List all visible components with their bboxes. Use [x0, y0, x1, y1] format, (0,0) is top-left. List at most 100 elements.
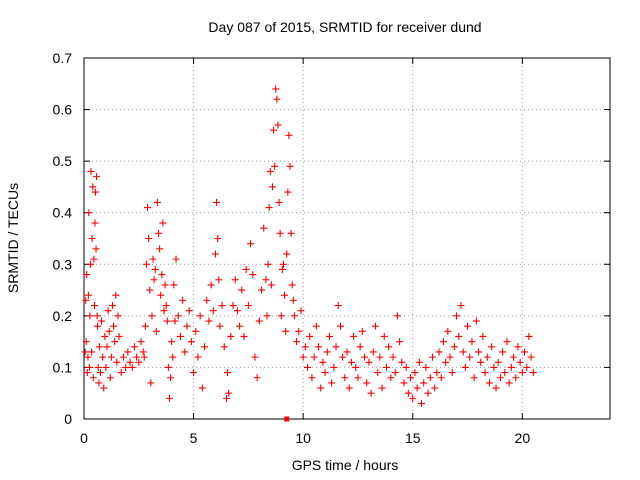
data-point — [155, 229, 163, 237]
data-point — [514, 343, 522, 351]
data-point — [192, 327, 200, 335]
data-point — [224, 369, 232, 377]
data-point — [376, 353, 384, 361]
data-point — [251, 353, 259, 361]
data-point — [435, 348, 443, 356]
data-point — [442, 358, 450, 366]
data-point — [274, 121, 282, 129]
data-point — [352, 363, 360, 371]
data-point — [433, 369, 441, 377]
data-point — [216, 322, 224, 330]
data-point — [490, 363, 498, 371]
data-point — [165, 394, 173, 402]
data-point — [106, 374, 114, 382]
data-point — [258, 286, 266, 294]
data-point — [455, 332, 463, 340]
data-point — [141, 322, 149, 330]
data-point — [140, 353, 148, 361]
data-point — [431, 384, 439, 392]
data-point — [266, 167, 274, 175]
y-tick-label: 0.6 — [53, 102, 73, 118]
data-point — [323, 348, 331, 356]
y-tick-label: 0 — [64, 411, 72, 427]
data-point — [450, 343, 458, 351]
data-point — [330, 363, 338, 371]
data-point — [133, 353, 141, 361]
data-point — [149, 255, 157, 263]
data-point — [103, 343, 111, 351]
data-point — [187, 338, 195, 346]
data-point — [479, 332, 487, 340]
data-point — [356, 343, 364, 351]
data-point — [95, 379, 103, 387]
data-point — [400, 379, 408, 387]
data-point — [284, 188, 292, 196]
data-point — [529, 369, 537, 377]
data-point — [464, 322, 472, 330]
data-point — [267, 281, 275, 289]
y-tick-label: 0.5 — [53, 153, 73, 169]
data-point — [308, 374, 316, 382]
data-point — [207, 281, 215, 289]
data-point — [222, 394, 230, 402]
data-point — [99, 353, 107, 361]
data-point — [501, 369, 509, 377]
data-point — [315, 343, 323, 351]
data-point — [153, 198, 161, 206]
data-point — [453, 312, 461, 320]
data-point — [295, 327, 303, 335]
data-point — [135, 358, 143, 366]
data-point — [84, 353, 92, 361]
data-point — [231, 276, 239, 284]
data-point — [244, 302, 252, 310]
data-point — [137, 338, 145, 346]
data-point — [339, 353, 347, 361]
data-point — [81, 348, 89, 356]
data-point — [428, 353, 436, 361]
data-point — [347, 358, 355, 366]
data-point — [203, 296, 211, 304]
data-point — [94, 363, 102, 371]
data-point — [198, 384, 206, 392]
data-point — [398, 358, 406, 366]
data-point — [83, 369, 91, 377]
data-point — [111, 338, 119, 346]
data-point — [503, 338, 511, 346]
data-point — [105, 327, 113, 335]
data-point — [168, 338, 176, 346]
data-point — [253, 374, 261, 382]
x-tick-label: 20 — [515, 430, 531, 446]
chart-title: Day 087 of 2015, SRMTID for receiver dun… — [208, 19, 481, 35]
data-point — [262, 276, 270, 284]
data-point — [229, 302, 237, 310]
data-point — [249, 271, 257, 279]
data-point — [278, 265, 286, 273]
data-point — [496, 374, 504, 382]
data-point — [167, 374, 175, 382]
data-point — [88, 235, 96, 242]
data-point — [271, 162, 279, 170]
data-point — [512, 374, 520, 382]
data-point — [281, 291, 289, 299]
data-point — [161, 281, 169, 289]
data-point — [95, 343, 103, 351]
data-point — [114, 312, 122, 320]
data-point — [190, 369, 198, 377]
data-point — [282, 327, 290, 335]
data-point — [297, 307, 305, 315]
data-point — [371, 322, 379, 330]
data-point — [444, 327, 452, 335]
data-point — [220, 343, 228, 351]
data-point — [117, 369, 125, 377]
data-point — [88, 348, 96, 356]
data-point — [382, 363, 390, 371]
data-point — [521, 348, 529, 356]
data-point — [301, 343, 309, 351]
data-point — [242, 265, 250, 273]
data-point — [290, 312, 298, 320]
data-point — [527, 353, 535, 361]
data-point — [91, 302, 99, 310]
data-point — [86, 312, 94, 320]
data-point — [102, 363, 110, 371]
